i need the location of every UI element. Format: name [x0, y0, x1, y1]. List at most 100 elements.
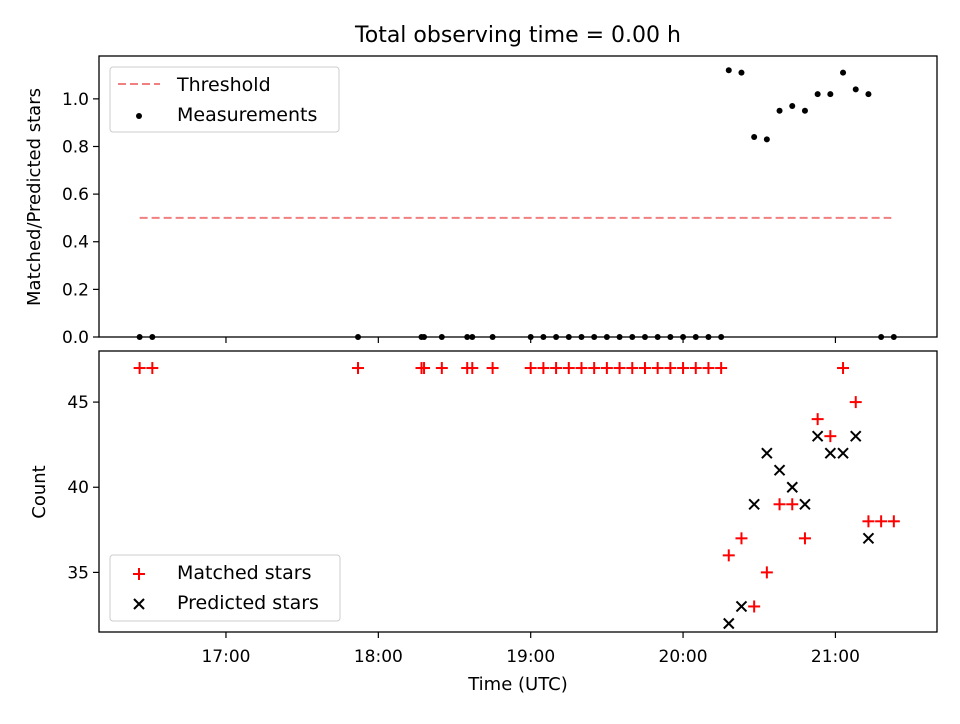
matched-star-point: [849, 396, 862, 409]
predicted-star-point: [837, 447, 849, 459]
top-legend: Threshold Measurements: [109, 66, 340, 133]
legend-matched-label: Matched stars: [177, 562, 311, 584]
predicted-star-point: [723, 617, 735, 630]
matched-star-point: [588, 362, 601, 375]
bottom-x-ticks: 17:00 18:00 19:00 20:00 21:00: [201, 632, 860, 667]
matched-star-point: [664, 362, 677, 375]
matched-star-point: [466, 362, 479, 375]
measurement-point: [827, 91, 834, 98]
bottom-plot-frame: [98, 350, 938, 633]
ratio-panel: Total observing time = 0.00 h Matched/Pr…: [24, 23, 938, 348]
predicted-star-point: [761, 447, 773, 459]
matched-star-point: [748, 600, 761, 613]
matched-star-point: [811, 413, 824, 426]
y-tick-label: 0.6: [62, 185, 89, 205]
measurement-point: [738, 69, 745, 76]
y-tick-label: 45: [67, 393, 89, 413]
measurement-point: [776, 107, 783, 114]
y-tick-label: 0.8: [62, 137, 89, 157]
y-tick-label: 0.0: [62, 328, 89, 348]
legend-matched-swatch: [133, 568, 145, 580]
top-y-ticks: 0.0 0.2 0.4 0.6 0.8 1.0: [62, 90, 99, 348]
count-panel: Count Time (UTC) 35 40 45 17:00 18:00 19:00 2…: [29, 350, 938, 695]
measurement-point: [865, 91, 872, 98]
predicted-star-point: [773, 464, 786, 476]
bottom-legend: Matched stars Predicted stars: [109, 554, 341, 622]
x-tick-label: 20:00: [659, 647, 708, 667]
top-plot-frame: [98, 55, 938, 338]
measurement-point: [725, 67, 732, 74]
matched-star-point: [651, 362, 664, 375]
matched-star-point: [786, 498, 799, 511]
measurement-point: [814, 91, 821, 98]
measurement-point: [789, 103, 796, 110]
x-tick-label: 21:00: [811, 647, 860, 667]
matched-star-point: [702, 362, 715, 375]
legend-predicted-swatch: [133, 598, 145, 610]
matched-star-point: [773, 498, 786, 511]
x-tick-label: 19:00: [506, 647, 555, 667]
y-tick-label: 1.0: [62, 90, 89, 110]
top-x-ticks: [225, 337, 837, 343]
predicted-star-point: [748, 498, 760, 510]
matched-star-point: [837, 362, 850, 375]
legend-measurements-swatch: [136, 113, 142, 119]
matched-star-point: [600, 362, 613, 375]
predicted-star-point: [735, 600, 748, 613]
legend-predicted-label: Predicted stars: [177, 592, 319, 614]
matched-star-point: [562, 362, 575, 375]
predicted-star-point: [811, 430, 824, 442]
y-tick-label: 0.4: [62, 233, 89, 253]
matched-star-point: [550, 362, 563, 375]
bottom-y-ticks: 35 40 45: [67, 393, 99, 583]
measurement-point: [840, 69, 847, 76]
top-y-axis-label: Matched/Predicted stars: [24, 88, 45, 306]
y-tick-label: 0.2: [62, 280, 89, 300]
matched-star-point: [133, 362, 146, 375]
matched-star-point: [524, 362, 537, 375]
matched-star-point: [418, 362, 431, 375]
bottom-plot-marks: [133, 362, 900, 630]
matched-star-point: [875, 515, 888, 528]
predicted-star-point: [824, 447, 837, 459]
matched-star-point: [638, 362, 651, 375]
bottom-y-axis-label: Count: [29, 465, 50, 518]
y-tick-label: 35: [67, 563, 89, 583]
predicted-star-point: [799, 498, 811, 510]
matched-star-point: [735, 532, 748, 545]
predicted-star-point: [862, 532, 875, 545]
matched-star-point: [677, 362, 690, 375]
matched-star-point: [722, 549, 735, 562]
legend-measurements-label: Measurements: [177, 104, 317, 126]
top-legend-box: [109, 66, 340, 133]
matched-star-point: [887, 515, 900, 528]
measurement-point: [751, 133, 758, 140]
matched-star-point: [486, 362, 499, 375]
matched-star-point: [146, 362, 159, 375]
x-tick-label: 17:00: [201, 647, 250, 667]
matched-star-point: [575, 362, 588, 375]
matched-star-point: [824, 430, 837, 443]
matched-star-point: [352, 362, 365, 375]
measurement-point: [852, 86, 859, 93]
bottom-legend-box: [109, 554, 341, 622]
matched-star-point: [760, 566, 773, 579]
x-tick-label: 18:00: [354, 647, 403, 667]
measurement-point: [763, 136, 770, 143]
matched-star-point: [537, 362, 550, 375]
matched-star-point: [613, 362, 626, 375]
matched-star-point: [715, 362, 728, 375]
matched-star-point: [435, 362, 448, 375]
predicted-star-point: [850, 430, 862, 442]
matched-star-point: [862, 515, 875, 528]
matched-star-point: [626, 362, 639, 375]
y-tick-label: 40: [67, 478, 89, 498]
measurement-point: [801, 107, 808, 114]
legend-threshold-label: Threshold: [176, 74, 271, 96]
matched-star-point: [689, 362, 702, 375]
matched-star-point: [798, 532, 811, 545]
predicted-star-point: [786, 481, 798, 493]
x-axis-label: Time (UTC): [467, 674, 568, 695]
chart-title: Total observing time = 0.00 h: [354, 23, 681, 48]
